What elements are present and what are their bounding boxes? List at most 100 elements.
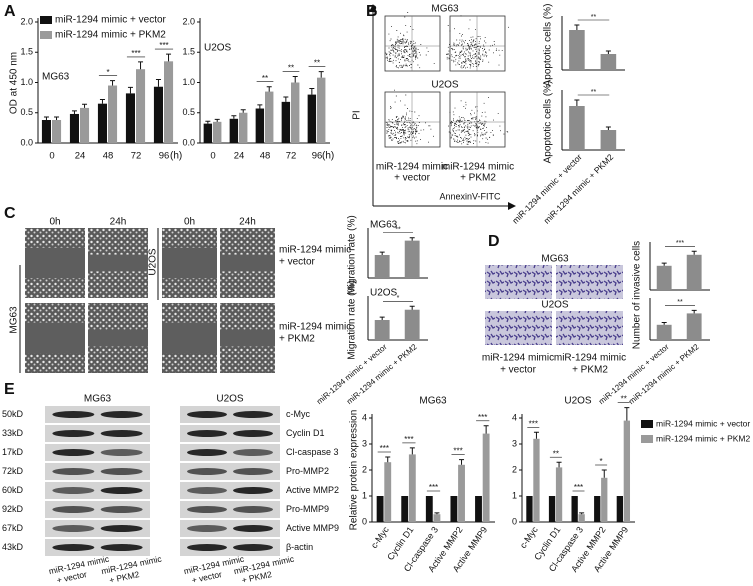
error-bar — [166, 53, 172, 62]
y-tick-label: 0.0 — [20, 137, 33, 147]
time-label: 0h — [49, 217, 60, 228]
error-bar — [292, 75, 298, 83]
error-bar — [574, 24, 580, 30]
error-bar — [409, 237, 415, 241]
group-label: miR-1294 mimic — [554, 353, 626, 364]
bar — [600, 54, 617, 70]
significance: * — [397, 295, 400, 302]
error-bar — [257, 104, 263, 109]
blot-band — [187, 411, 227, 418]
bar — [458, 464, 465, 522]
blot-band — [52, 487, 95, 494]
blot-strip — [45, 444, 150, 461]
significance: ** — [314, 59, 320, 68]
error-bar — [661, 322, 667, 325]
bar — [125, 93, 135, 143]
x-tick-label: 48 — [103, 151, 114, 162]
x-tick-label: 24 — [234, 151, 245, 162]
y-axis-label: Apoptotic cells (%) — [543, 4, 554, 87]
blot-band — [233, 449, 273, 456]
protein-label: Active MMP2 — [286, 485, 339, 495]
significance: *** — [404, 435, 413, 444]
x-tick-label: c-Myc — [369, 524, 391, 550]
invasion-image — [556, 311, 623, 345]
x-tick-label: 96 — [159, 151, 170, 162]
error-bar — [318, 71, 324, 78]
protein-label: Pro-MMP2 — [286, 466, 329, 476]
legend-label: miR-1294 mimic + vector — [656, 418, 750, 428]
error-bar — [138, 61, 144, 70]
y-tick-label: 1.0 — [182, 77, 195, 87]
marker-label: 43kD — [2, 542, 24, 552]
blot-band — [52, 449, 95, 456]
chart-title: U2OS — [564, 396, 592, 407]
blot-band — [233, 544, 273, 551]
blot-strip — [180, 482, 280, 499]
significance: ** — [677, 299, 683, 306]
blot-band — [233, 468, 273, 475]
error-bar — [205, 120, 211, 124]
error-bar — [54, 116, 60, 121]
blot-band — [233, 506, 273, 513]
y-tick-label: 2 — [512, 464, 517, 474]
protein-label: Pro-MMP9 — [286, 504, 329, 514]
invasion-image — [556, 265, 623, 299]
cell-layer — [88, 228, 148, 255]
blot-band — [52, 544, 95, 551]
error-bar — [266, 86, 272, 92]
significance: * — [106, 68, 109, 77]
blot-band — [187, 506, 227, 513]
significance: ** — [553, 449, 559, 458]
blot-band — [187, 544, 227, 551]
bar — [450, 496, 458, 522]
y-axis-label: Migration rate (%) — [347, 280, 358, 359]
error-bar — [231, 115, 237, 119]
bar — [404, 309, 420, 340]
blot-strip — [180, 539, 280, 556]
bar — [569, 30, 585, 70]
cell-layer — [162, 278, 217, 298]
group-label: miR-1294 mimic — [482, 353, 554, 364]
group-label: + PKM2 — [572, 365, 608, 376]
bar — [213, 121, 222, 143]
significance: ** — [395, 227, 401, 234]
x-tick-label: 72 — [286, 151, 297, 162]
bar — [475, 496, 482, 522]
protein-label: Cyclin D1 — [286, 428, 325, 438]
bar — [533, 438, 540, 522]
bar — [164, 61, 174, 144]
blot-title: U2OS — [216, 394, 244, 405]
y-axis-label: Migration rate (%) — [347, 215, 358, 294]
bar — [376, 496, 384, 522]
x-tick-label: 96 — [312, 151, 323, 162]
bar — [136, 69, 146, 143]
legend-label: miR-1294 mimic + vector — [55, 15, 167, 26]
x-axis-label: (h) — [322, 151, 334, 162]
y-tick-label: 3 — [362, 438, 367, 448]
cell-line: MG63 — [9, 306, 20, 334]
significance: *** — [159, 41, 168, 50]
y-axis-label: Number of invasive cells — [632, 241, 643, 349]
error-bar — [624, 407, 630, 421]
y-tick-label: 0.5 — [182, 107, 195, 117]
y-tick-label: 4 — [362, 412, 367, 422]
y-tick-label: 1.0 — [20, 77, 33, 87]
bar — [404, 240, 420, 278]
group-label: miR-1294 mimic — [279, 322, 351, 333]
blot-band — [187, 468, 227, 475]
cell-layer — [220, 346, 275, 373]
error-bar — [409, 305, 415, 310]
bar — [425, 496, 433, 522]
error-bar — [214, 118, 220, 122]
group-label: + PKM2 — [460, 173, 496, 184]
error-bar — [483, 425, 489, 434]
x-tick-label: 24 — [75, 151, 86, 162]
cell-layer — [25, 303, 85, 323]
blot-band — [100, 506, 143, 513]
legend-swatch — [40, 16, 52, 24]
cell-layer — [220, 303, 275, 330]
bar — [548, 496, 556, 522]
error-bar — [556, 461, 562, 468]
y-tick-label: 1 — [512, 490, 517, 500]
